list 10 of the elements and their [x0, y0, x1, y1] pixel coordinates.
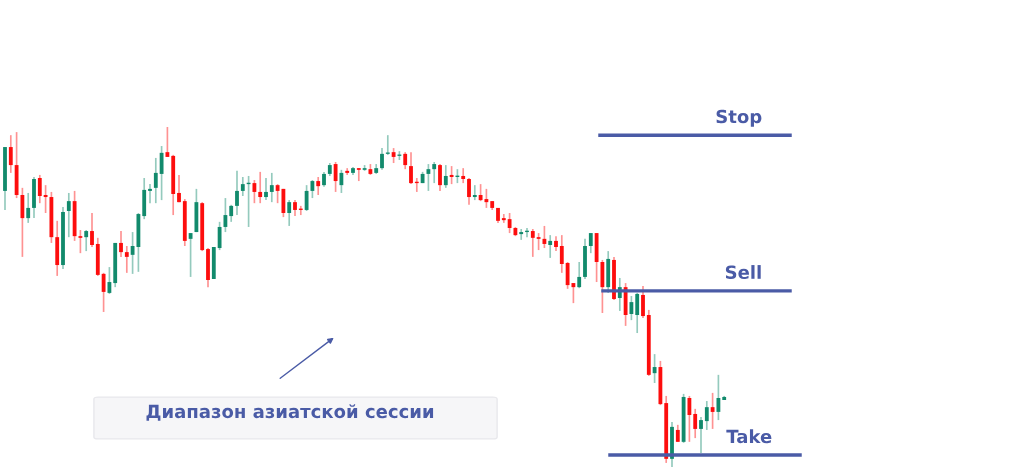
ref-line-label: Sell [725, 265, 761, 280]
candlestick [345, 167, 350, 176]
ref-line-label: Stop [716, 109, 762, 127]
candlestick [356, 167, 361, 182]
candlestick [501, 213, 506, 224]
annotation: Диапазон азиатской сессии [146, 404, 434, 421]
candlestick [461, 167, 466, 184]
ref-line-label: Take [726, 429, 772, 444]
candlestick [472, 184, 477, 201]
candlestick [519, 228, 524, 241]
